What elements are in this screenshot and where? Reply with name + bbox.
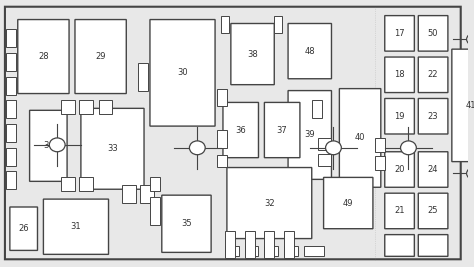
FancyBboxPatch shape (264, 103, 300, 158)
Bar (304, 246, 324, 256)
Bar (150, 177, 160, 191)
Bar (217, 155, 227, 167)
Bar (140, 185, 154, 203)
Text: 50: 50 (428, 29, 438, 38)
Text: 34: 34 (43, 141, 54, 150)
Text: 48: 48 (304, 47, 315, 56)
FancyBboxPatch shape (452, 49, 474, 162)
Text: 30: 30 (177, 68, 188, 77)
Bar (225, 231, 235, 258)
FancyBboxPatch shape (418, 193, 448, 229)
Ellipse shape (401, 141, 416, 155)
Text: 38: 38 (247, 50, 258, 58)
Bar (6, 29, 16, 47)
Bar (79, 177, 93, 191)
FancyBboxPatch shape (81, 108, 144, 189)
FancyBboxPatch shape (385, 99, 414, 134)
Bar (245, 246, 258, 256)
Text: 20: 20 (394, 165, 405, 174)
FancyBboxPatch shape (288, 23, 331, 79)
Bar (221, 15, 229, 33)
Bar (375, 156, 385, 170)
Bar (6, 53, 16, 71)
Bar (225, 246, 239, 256)
Bar (217, 130, 227, 148)
FancyBboxPatch shape (162, 195, 211, 252)
Bar (6, 100, 16, 118)
Bar (264, 231, 274, 258)
Text: 40: 40 (355, 134, 365, 142)
Bar (312, 100, 322, 118)
FancyBboxPatch shape (385, 193, 414, 229)
FancyBboxPatch shape (5, 7, 461, 259)
Bar (6, 148, 16, 166)
Text: 28: 28 (38, 52, 49, 61)
Text: 19: 19 (394, 112, 405, 121)
Bar (245, 231, 255, 258)
FancyBboxPatch shape (418, 99, 448, 134)
Text: 32: 32 (264, 199, 274, 207)
FancyBboxPatch shape (150, 19, 215, 126)
Text: 22: 22 (428, 70, 438, 79)
Ellipse shape (466, 33, 474, 45)
FancyBboxPatch shape (385, 57, 414, 93)
Bar (79, 100, 93, 114)
FancyBboxPatch shape (418, 152, 448, 187)
Bar (284, 246, 298, 256)
Bar (6, 171, 16, 189)
FancyBboxPatch shape (385, 15, 414, 51)
Text: 41: 41 (465, 101, 474, 110)
FancyBboxPatch shape (418, 57, 448, 93)
Text: 49: 49 (343, 199, 354, 207)
Bar (61, 177, 75, 191)
FancyBboxPatch shape (288, 91, 331, 179)
Bar (6, 124, 16, 142)
Text: 25: 25 (428, 206, 438, 215)
Bar (150, 197, 160, 225)
Ellipse shape (49, 138, 65, 152)
Text: 26: 26 (18, 224, 29, 233)
Text: 36: 36 (236, 125, 246, 135)
Text: 24: 24 (428, 165, 438, 174)
Bar (318, 154, 331, 166)
FancyBboxPatch shape (18, 19, 69, 93)
FancyBboxPatch shape (44, 199, 109, 254)
FancyBboxPatch shape (231, 23, 274, 85)
Bar (122, 185, 136, 203)
Text: 23: 23 (428, 112, 438, 121)
Bar (274, 15, 282, 33)
Text: 31: 31 (71, 222, 81, 231)
Bar (99, 100, 112, 114)
Bar (6, 77, 16, 95)
Text: 35: 35 (181, 219, 192, 228)
Bar (375, 138, 385, 152)
Text: 17: 17 (394, 29, 405, 38)
Bar (138, 63, 148, 91)
Bar (264, 246, 278, 256)
Bar (284, 231, 294, 258)
FancyBboxPatch shape (418, 235, 448, 256)
FancyBboxPatch shape (75, 19, 126, 93)
Text: 37: 37 (277, 125, 288, 135)
Ellipse shape (326, 141, 341, 155)
Ellipse shape (466, 167, 474, 179)
FancyBboxPatch shape (339, 89, 381, 187)
FancyBboxPatch shape (10, 207, 37, 250)
Text: 29: 29 (95, 52, 106, 61)
Text: 39: 39 (304, 131, 315, 139)
Text: 33: 33 (107, 144, 118, 153)
FancyBboxPatch shape (385, 235, 414, 256)
FancyBboxPatch shape (324, 177, 373, 229)
Text: 18: 18 (394, 70, 405, 79)
FancyBboxPatch shape (223, 103, 258, 158)
FancyBboxPatch shape (227, 167, 312, 239)
Ellipse shape (190, 141, 205, 155)
Bar (61, 100, 75, 114)
Bar (217, 89, 227, 106)
Bar (318, 138, 331, 150)
FancyBboxPatch shape (29, 110, 67, 181)
Text: 21: 21 (394, 206, 405, 215)
FancyBboxPatch shape (385, 152, 414, 187)
FancyBboxPatch shape (418, 15, 448, 51)
